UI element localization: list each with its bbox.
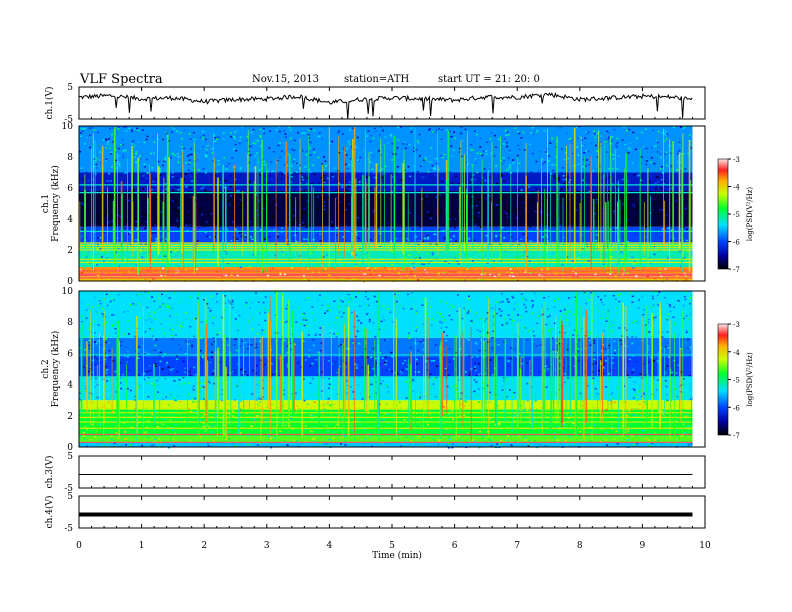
start-time-label: start UT = 21: 20: 0 — [438, 74, 540, 85]
spectrogram-band — [79, 126, 693, 173]
x-tick-label: 10 — [699, 541, 711, 551]
colorbar-tick-label: -5 — [733, 211, 740, 219]
y-axis-title: Frequency (kHz) — [50, 165, 61, 242]
colorbar-ch1 — [717, 158, 729, 270]
spectrogram-band — [79, 376, 693, 401]
y-tick-label: 5 — [67, 83, 73, 93]
x-tick-label: 8 — [577, 541, 583, 551]
colorbar-tick-label: -6 — [733, 239, 740, 247]
colorbar-tick-label: -4 — [733, 184, 740, 192]
y-tick-label: -5 — [64, 524, 73, 534]
colorbar-label: log(PSD(V²/Hz) — [746, 352, 754, 407]
x-tick-label: 7 — [514, 541, 520, 551]
figure-title: VLF Spectra — [80, 72, 163, 87]
spectrogram-band — [79, 276, 693, 281]
spectrogram-band — [79, 226, 693, 244]
y-tick-label: 6 — [67, 184, 73, 194]
colorbar-ch2 — [717, 323, 729, 436]
y-tick-label: 4 — [67, 215, 73, 225]
y-tick-label: 2 — [67, 246, 73, 256]
y-axis-title: ch.1(V) — [44, 87, 55, 120]
x-tick-label: 4 — [327, 541, 333, 551]
spectrogram-band — [79, 291, 693, 338]
x-tick-label: 5 — [389, 541, 395, 551]
y-tick-label: 10 — [62, 287, 74, 297]
spectrogram-band — [79, 442, 693, 447]
colorbar-tick-label: -7 — [733, 432, 740, 440]
x-tick-label: 3 — [264, 541, 270, 551]
spectrogram-band — [79, 400, 693, 410]
y-tick-label: 8 — [67, 153, 73, 163]
y-tick-label: 5 — [67, 492, 73, 502]
colorbar-tick-label: -7 — [733, 266, 740, 274]
colorbar-tick-label: -6 — [733, 404, 740, 412]
colorbar-tick-label: -3 — [733, 321, 740, 329]
spectrogram-band — [79, 191, 693, 227]
y-tick-label: 0 — [67, 277, 73, 287]
spectrogram-ch1 — [79, 126, 705, 283]
spectrogram-ch2 — [79, 291, 705, 449]
spectrogram-band — [79, 172, 693, 192]
panel-frame-5 — [78, 495, 706, 529]
y-axis-title: ch.4(V) — [44, 496, 55, 529]
colorbar-tick-label: -3 — [733, 156, 740, 164]
panel-frame-1 — [78, 86, 706, 120]
y-tick-label: -5 — [64, 115, 73, 125]
date-label: Nov.15, 2013 — [252, 74, 319, 85]
y-axis-title: ch.3(V) — [44, 456, 55, 489]
station-label: station=ATH — [344, 74, 410, 85]
spectrogram-band — [79, 273, 693, 277]
spectrogram-band — [79, 436, 693, 443]
panel-frame-4 — [78, 455, 706, 489]
colorbar-label: log(PSD(V²/Hz) — [746, 187, 754, 242]
x-tick-label: 1 — [139, 541, 145, 551]
y-tick-label: 8 — [67, 318, 73, 328]
colorbar-tick-label: -5 — [733, 377, 740, 385]
x-tick-label: 6 — [452, 541, 458, 551]
x-tick-label: 0 — [76, 541, 82, 551]
spectrogram-band — [79, 337, 693, 357]
x-axis-title: Time (min) — [372, 550, 422, 561]
y-axis-title: ch.2 — [41, 359, 51, 378]
y-axis-title: Frequency (kHz) — [50, 331, 61, 408]
y-tick-label: 4 — [67, 381, 73, 391]
y-tick-label: 6 — [67, 349, 73, 359]
y-axis-title: ch.1 — [41, 194, 51, 213]
y-tick-label: -5 — [64, 484, 73, 494]
x-tick-label: 9 — [640, 541, 646, 551]
x-tick-label: 2 — [201, 541, 207, 551]
spectrogram-band — [79, 267, 693, 274]
y-tick-label: 0 — [67, 443, 73, 453]
ch1-voltage-trace — [78, 91, 693, 120]
y-tick-label: 10 — [62, 122, 74, 132]
y-tick-label: 5 — [67, 452, 73, 462]
y-tick-label: 2 — [67, 412, 73, 422]
colorbar-tick-label: -4 — [733, 349, 740, 357]
